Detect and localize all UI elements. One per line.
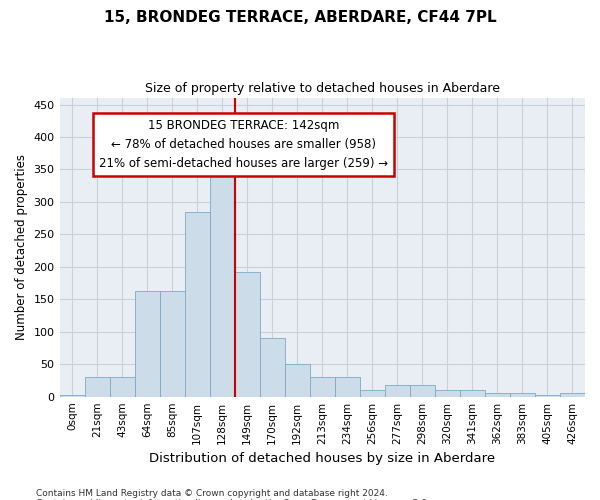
Y-axis label: Number of detached properties: Number of detached properties xyxy=(15,154,28,340)
Bar xyxy=(560,394,585,396)
Bar xyxy=(510,394,535,396)
Bar xyxy=(310,376,335,396)
X-axis label: Distribution of detached houses by size in Aberdare: Distribution of detached houses by size … xyxy=(149,452,496,465)
Bar xyxy=(360,390,385,396)
Bar xyxy=(235,272,260,396)
Text: 15 BRONDEG TERRACE: 142sqm
← 78% of detached houses are smaller (958)
21% of sem: 15 BRONDEG TERRACE: 142sqm ← 78% of deta… xyxy=(99,119,388,170)
Bar xyxy=(110,377,134,396)
Bar xyxy=(435,390,460,396)
Bar xyxy=(485,394,510,396)
Bar xyxy=(410,385,435,396)
Bar xyxy=(134,291,160,397)
Bar xyxy=(460,390,485,396)
Title: Size of property relative to detached houses in Aberdare: Size of property relative to detached ho… xyxy=(145,82,500,96)
Text: Contains HM Land Registry data © Crown copyright and database right 2024.: Contains HM Land Registry data © Crown c… xyxy=(36,488,388,498)
Bar xyxy=(160,291,185,397)
Text: 15, BRONDEG TERRACE, ABERDARE, CF44 7PL: 15, BRONDEG TERRACE, ABERDARE, CF44 7PL xyxy=(104,10,496,25)
Text: Contains public sector information licensed under the Open Government Licence v3: Contains public sector information licen… xyxy=(36,498,430,500)
Bar xyxy=(385,385,410,396)
Bar xyxy=(335,376,360,396)
Bar xyxy=(59,394,85,396)
Bar xyxy=(85,377,110,396)
Bar xyxy=(185,212,209,396)
Bar xyxy=(285,364,310,396)
Bar xyxy=(209,172,235,396)
Bar xyxy=(260,338,285,396)
